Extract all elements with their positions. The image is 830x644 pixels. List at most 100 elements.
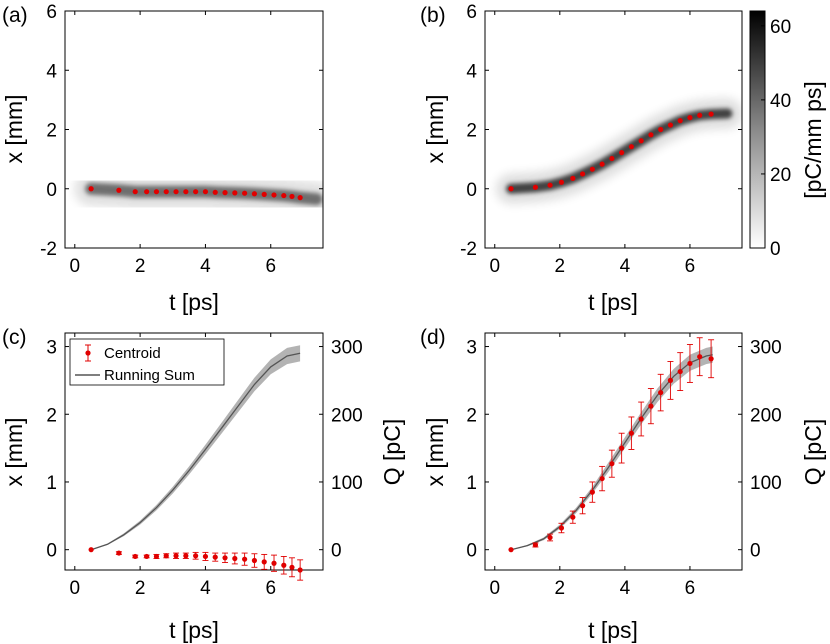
centroid-point [289, 193, 295, 200]
panel-c-legend: Centroid Running Sum [69, 338, 225, 386]
centroid-marker [638, 416, 644, 422]
y2-tick-label: 200 [331, 405, 363, 426]
centroid-point [261, 553, 268, 570]
panel-b-x-label: t [ps] [588, 289, 638, 315]
centroid-point [609, 155, 615, 162]
centroid-marker [163, 553, 169, 559]
centroid-point [508, 547, 514, 553]
centroid-point [608, 449, 615, 478]
centroid-marker [212, 554, 218, 560]
centroid-point [173, 189, 179, 195]
centroid-point [647, 388, 654, 425]
centroid-point [619, 150, 625, 156]
y-tick-label: 6 [46, 2, 57, 23]
y-tick-label: 0 [46, 180, 57, 201]
running-sum-line [90, 352, 301, 551]
centroid-point [657, 373, 664, 412]
colorbar-tick-label: 20 [770, 165, 791, 186]
centroid-marker [261, 559, 267, 565]
y-tick-label: 2 [46, 121, 57, 142]
panel-b-centroids [508, 111, 714, 192]
panel-c-x-ticks: 0 2 4 6 [70, 333, 276, 599]
y2-tick-label: 100 [750, 473, 782, 494]
centroid-marker [202, 553, 209, 560]
y-tick-label: 4 [46, 61, 57, 82]
x-tick-label: 2 [135, 578, 146, 599]
centroid-point [281, 192, 287, 199]
centroid-marker [508, 547, 514, 553]
centroid-point [153, 189, 160, 195]
centroid-point [579, 171, 586, 177]
centroid-marker [193, 553, 199, 559]
centroid-marker [242, 556, 248, 562]
centroid-point [88, 547, 94, 553]
y-tick-label: 6 [466, 2, 477, 23]
panel-b-label: (b) [420, 4, 446, 27]
centroid-point [547, 182, 553, 188]
centroid-marker [297, 567, 303, 573]
centroid-point [163, 553, 170, 559]
y-tick-label: 0 [466, 541, 477, 562]
colorbar-tick-label: 60 [770, 17, 791, 38]
y2-tick-label: 100 [331, 473, 363, 494]
centroid-marker [628, 430, 634, 436]
centroid-marker [132, 553, 138, 560]
x-tick-label: 0 [489, 256, 500, 277]
centroid-point [599, 465, 606, 492]
centroid-point [696, 337, 703, 377]
x-tick-label: 2 [135, 256, 146, 277]
centroid-point [242, 190, 248, 196]
x-tick-label: 0 [70, 256, 81, 277]
centroid-point [173, 552, 180, 559]
y2-tick-label: 300 [331, 338, 363, 359]
centroid-marker [599, 475, 605, 482]
running-sum-band [511, 346, 713, 550]
panel-d-label: (d) [420, 326, 446, 349]
centroid-marker [183, 553, 189, 559]
centroid-point [297, 195, 303, 201]
panel-d-running-sum-band [510, 346, 713, 551]
centroid-marker [589, 489, 595, 495]
centroid-point [579, 497, 586, 515]
centroid-point [618, 432, 625, 464]
centroid-marker [251, 557, 258, 564]
centroid-point [241, 552, 248, 566]
centroid-point [628, 416, 635, 450]
x-tick-label: 4 [620, 578, 631, 599]
panel-a-y-label: x [mm] [1, 95, 27, 164]
y2-tick-label: 0 [331, 541, 342, 562]
panel-a: 0 2 4 6 -2 0 2 4 6 (a) t [ps] x [mm] [1, 2, 324, 315]
centroid-point [569, 510, 576, 524]
panel-c-y-ticks: 0 1 2 3 [46, 338, 69, 562]
centroid-point [202, 551, 209, 561]
panel-a-centroids [88, 186, 303, 201]
centroid-point [558, 522, 565, 534]
legend-running-sum-label: Running Sum [104, 367, 195, 384]
colorbar-ticks: 0 20 40 60 [761, 17, 791, 260]
centroid-point [628, 144, 634, 150]
colorbar-label: [pC/mm ps] [800, 81, 826, 199]
centroid-marker [708, 356, 714, 362]
centroid-point [708, 339, 715, 379]
centroid-marker [153, 553, 160, 560]
centroid-point [687, 115, 693, 121]
centroid-point [532, 542, 539, 548]
centroid-point [508, 186, 514, 192]
centroid-marker [88, 547, 94, 553]
panel-d-y2-label: Q [pC] [800, 419, 826, 485]
panel-d-axes-box [484, 332, 743, 571]
x-tick-label: 4 [200, 578, 211, 599]
legend-centroid-marker [85, 350, 91, 356]
panel-c-centroid-points [88, 547, 304, 581]
x-tick-label: 4 [620, 256, 631, 277]
centroid-point [547, 533, 554, 542]
centroid-marker [271, 560, 277, 566]
centroid-marker [609, 461, 615, 467]
panel-b-y-label: x [mm] [422, 95, 448, 164]
y2-tick-label: 0 [750, 541, 761, 562]
panel-d-y-label: x [mm] [422, 418, 448, 487]
centroid-point [222, 190, 228, 196]
y2-tick-label: 300 [750, 338, 782, 359]
x-tick-label: 4 [200, 256, 211, 277]
